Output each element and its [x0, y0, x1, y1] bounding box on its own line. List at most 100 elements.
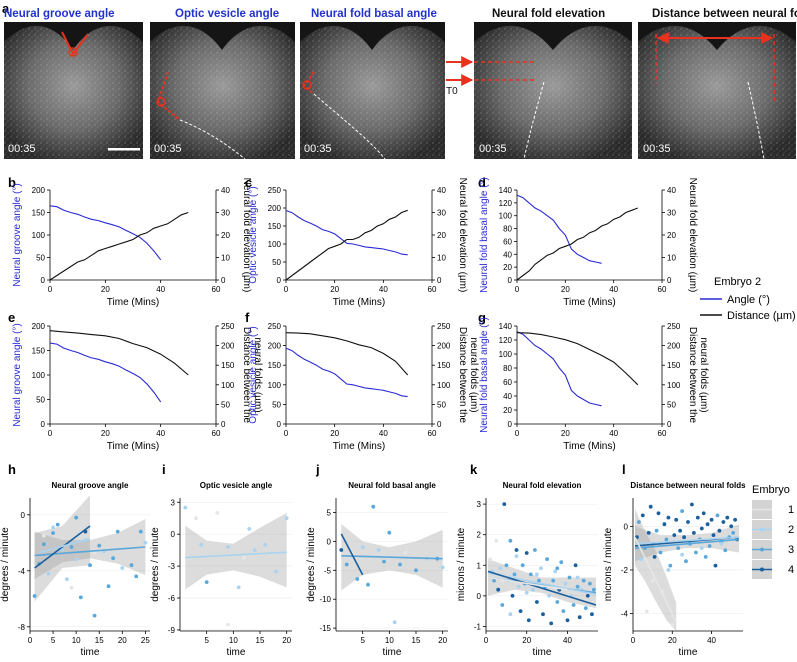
data-point: [512, 572, 517, 577]
x-tick-label: 10: [385, 636, 394, 645]
y-tick-label-right: 20: [221, 231, 230, 240]
data-point: [654, 528, 659, 533]
data-point: [508, 612, 513, 617]
data-point: [711, 533, 716, 537]
x-tick-label: 60: [428, 285, 437, 294]
data-point: [588, 581, 592, 586]
y-tick-label-right: 0: [667, 276, 672, 285]
y-tick-label-right: 0: [437, 276, 442, 285]
x-tick-label: 15: [95, 636, 104, 645]
panel-letter-f: f: [245, 310, 250, 325]
y-tick-label-left: 150: [268, 361, 282, 370]
data-point: [713, 563, 718, 568]
data-point: [263, 542, 268, 547]
x-tick-label: 20: [330, 285, 339, 294]
data-point: [242, 555, 246, 560]
data-point: [524, 551, 529, 555]
data-point: [670, 622, 675, 627]
data-point: [676, 546, 681, 550]
y-tick-label-right: 30: [221, 209, 230, 218]
data-point: [686, 520, 690, 524]
panel-letter-j: j: [315, 462, 320, 477]
data-point: [115, 529, 120, 534]
x-tick-label: 0: [284, 285, 289, 294]
x-axis-label: Time (Mins): [563, 441, 615, 452]
x-tick-label: 0: [48, 285, 53, 294]
data-point: [721, 520, 726, 524]
data-point: [32, 594, 37, 598]
data-point: [719, 541, 724, 546]
angle-series-line: [49, 342, 162, 403]
timestamp-1: 00:35: [8, 143, 36, 155]
data-point: [508, 538, 513, 543]
data-point: [226, 545, 230, 549]
y-axis-label-right: neural folds (µm): [698, 337, 709, 412]
y-tick-label: 1: [477, 561, 482, 570]
x-tick-label: 40: [609, 285, 618, 294]
x-tick-label: 40: [379, 429, 388, 438]
angle-series-line: [516, 194, 602, 264]
panel-letter-e: e: [8, 310, 15, 325]
y-axis-label: microns / minute: [456, 527, 467, 601]
optic-angle-arc: [156, 97, 166, 107]
data-point: [709, 517, 714, 522]
chart-title: Optic vesicle angle: [200, 481, 273, 490]
distance-series-line: [49, 211, 189, 281]
y-tick-label-left: 120: [499, 199, 513, 208]
y-axis-label-left: Neural fold basal angle (°): [479, 317, 490, 433]
x-tick-label: 20: [561, 429, 570, 438]
data-point: [539, 566, 543, 571]
data-point: [559, 560, 564, 565]
groove-angle-arc: [68, 47, 78, 57]
data-point: [648, 504, 653, 509]
x-tick-label: 60: [658, 285, 667, 294]
y-tick-label-left: 50: [272, 258, 281, 267]
image-title-2: Optic vesicle angle: [175, 8, 279, 20]
data-point: [284, 516, 289, 521]
distance-series-line: [285, 332, 409, 376]
data-point: [516, 584, 521, 589]
panel-letters: b c d e f g h i j k l: [8, 175, 626, 477]
image-title-5: Distance between neural folds: [652, 8, 797, 20]
y-tick-label-left: 20: [503, 263, 512, 272]
y-tick-label-left: 0: [508, 420, 513, 429]
y-tick-label-right: 150: [221, 361, 235, 370]
y-tick-label-left: 60: [503, 378, 512, 387]
y-tick-label-left: 50: [272, 400, 281, 409]
y-tick-label-left: 60: [503, 237, 512, 246]
tissue-outline-2: [179, 119, 246, 160]
legend-key-dot-4: [760, 567, 764, 572]
y-axis-label-right: Distance between the: [241, 327, 252, 424]
data-point: [545, 557, 549, 561]
image-panel-1: [4, 22, 143, 160]
x-tick-label: 0: [484, 636, 489, 645]
data-point: [65, 577, 69, 582]
x-tick-label: 60: [212, 285, 221, 294]
regression-line: [341, 555, 443, 560]
distance-series-line: [285, 209, 408, 281]
x-axis-label: time: [81, 647, 100, 658]
data-point: [553, 569, 558, 574]
y-tick-label-right: 250: [221, 322, 235, 331]
data-point: [725, 515, 730, 520]
regression-line: [634, 536, 677, 623]
data-point: [41, 533, 46, 538]
data-point: [555, 566, 560, 571]
y-axis-label: degrees / minute: [306, 527, 317, 602]
regression-line: [634, 536, 740, 545]
panel-letter-k: k: [470, 462, 478, 477]
data-point: [705, 522, 710, 527]
data-point: [498, 566, 503, 571]
x-tick-label: 0: [284, 429, 289, 438]
legend-top-title: Embryo 2: [714, 276, 761, 288]
y-tick-label-left: 250: [268, 322, 282, 331]
x-tick-label: 0: [48, 429, 53, 438]
panel-letter-g: g: [478, 310, 486, 325]
y-tick-label: 0: [327, 537, 332, 546]
x-tick-label: 60: [658, 429, 667, 438]
timestamp-5: 00:35: [643, 143, 671, 155]
data-point: [274, 569, 278, 574]
data-point: [692, 531, 696, 535]
tissue-texture-4: [474, 25, 632, 160]
